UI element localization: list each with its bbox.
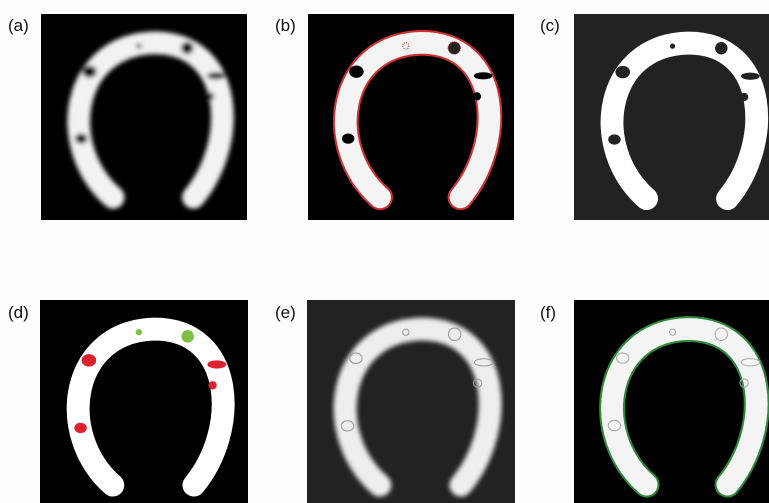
panel-image [40, 300, 248, 503]
panel-label: (c) [540, 16, 560, 36]
panel-label: (e) [275, 303, 296, 323]
panel-label: (f) [540, 303, 556, 323]
figure: (a) (b) (c) (d) (e) (f) (() => { cons [0, 0, 769, 503]
panel-label: (d) [8, 303, 29, 323]
panel-image [307, 300, 515, 503]
panel-image [574, 14, 769, 220]
panel-label: (a) [8, 16, 29, 36]
panel-image [574, 300, 769, 503]
panel-label: (b) [275, 16, 296, 36]
panel-image [307, 14, 515, 220]
panel-image [40, 14, 248, 220]
